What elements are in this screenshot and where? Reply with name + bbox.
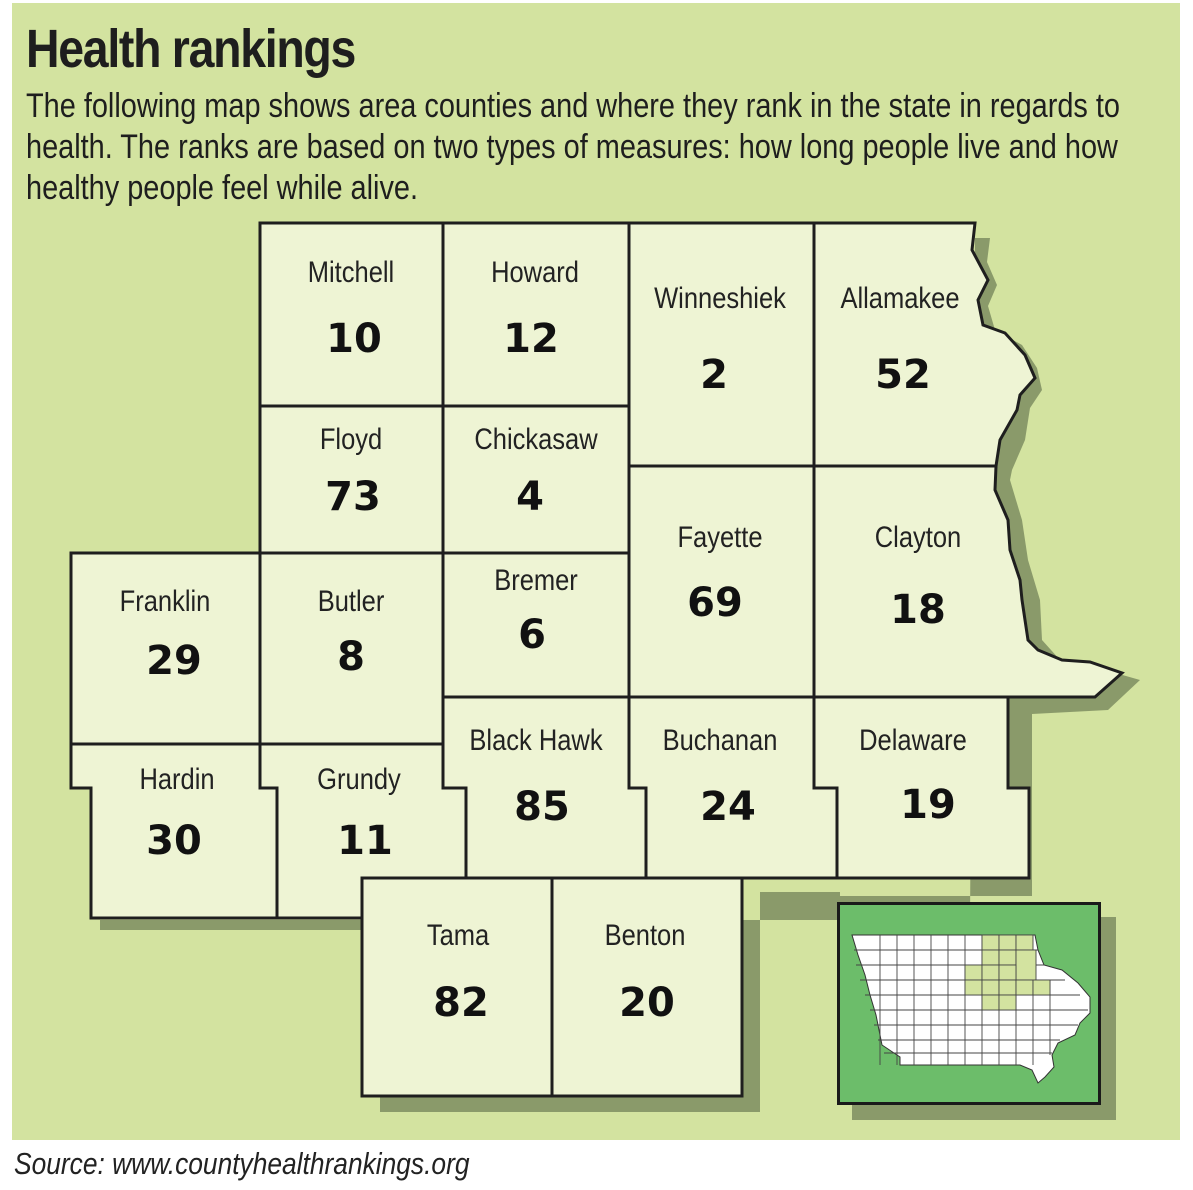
iowa-locator-inset <box>837 902 1101 1105</box>
highlighted-counties <box>964 934 1051 1011</box>
county-bremer <box>441 551 631 699</box>
county-rank-bremer: 6 <box>518 612 546 658</box>
county-butler <box>258 551 445 746</box>
county-label-buchanan: Buchanan <box>662 724 778 757</box>
county-rank-chickasaw: 4 <box>516 474 544 520</box>
county-label-winneshiek: Winneshiek <box>654 282 786 315</box>
county-winneshiek <box>627 221 816 468</box>
county-rank-delaware: 19 <box>900 782 956 828</box>
county-rank-grundy: 11 <box>337 818 393 864</box>
county-rank-fayette: 69 <box>687 580 743 626</box>
county-allamakee <box>812 221 1037 468</box>
county-label-clayton: Clayton <box>874 521 962 554</box>
county-label-howard: Howard <box>491 256 579 289</box>
county-label-chickasaw: Chickasaw <box>474 423 598 456</box>
county-mitchell <box>258 221 445 408</box>
county-rank-benton: 20 <box>619 980 675 1026</box>
county-label-bremer: Bremer <box>494 564 578 597</box>
county-rank-tama: 82 <box>433 980 489 1026</box>
county-rank-floyd: 73 <box>325 474 381 520</box>
county-howard <box>441 221 631 408</box>
county-label-tama: Tama <box>426 919 490 952</box>
county-clayton <box>812 464 1125 699</box>
county-label-fayette: Fayette <box>677 521 763 554</box>
county-label-grundy: Grundy <box>317 763 401 796</box>
county-tama <box>360 876 554 1098</box>
county-rank-franklin: 29 <box>146 638 202 684</box>
page-title: Health rankings <box>26 19 356 79</box>
iowa-state-outline <box>851 934 1091 1084</box>
county-rank-buchanan: 24 <box>700 784 756 830</box>
county-delaware <box>812 695 1031 880</box>
county-fayette <box>627 464 816 699</box>
county-floyd <box>258 404 445 555</box>
county-label-franklin: Franklin <box>119 585 211 618</box>
county-benton <box>550 876 744 1098</box>
county-label-hardin: Hardin <box>139 763 215 796</box>
county-rank-clayton: 18 <box>890 587 946 633</box>
county-label-butler: Butler <box>317 585 385 618</box>
county-rank-black-hawk: 85 <box>514 784 570 830</box>
source-citation: Source: www.countyhealthrankings.org <box>14 1146 470 1181</box>
county-rank-hardin: 30 <box>146 818 202 864</box>
county-rank-allamakee: 52 <box>875 352 931 398</box>
county-rank-mitchell: 10 <box>326 316 382 362</box>
county-label-delaware: Delaware <box>859 724 967 757</box>
county-label-floyd: Floyd <box>319 423 383 456</box>
description: The following map shows area counties an… <box>26 87 1121 207</box>
county-rank-winneshiek: 2 <box>700 352 728 398</box>
county-label-allamakee: Allamakee <box>840 282 960 315</box>
county-label-benton: Benton <box>604 919 686 952</box>
county-rank-howard: 12 <box>503 316 559 362</box>
county-rank-butler: 8 <box>337 634 365 680</box>
county-label-mitchell: Mitchell <box>307 256 395 289</box>
county-label-black-hawk: Black Hawk <box>469 724 603 757</box>
